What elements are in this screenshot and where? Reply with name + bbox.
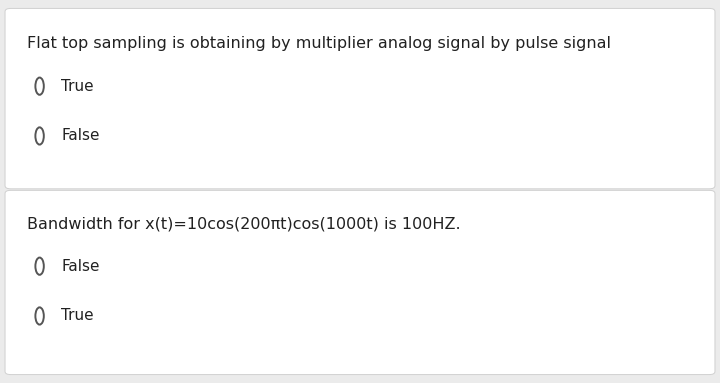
Text: True: True xyxy=(61,79,94,94)
Text: Flat top sampling is obtaining by multiplier analog signal by pulse signal: Flat top sampling is obtaining by multip… xyxy=(27,36,611,51)
FancyBboxPatch shape xyxy=(5,190,715,375)
Text: False: False xyxy=(61,259,99,274)
Text: Bandwidth for x(t)=10cos(200πt)cos(1000t) is 100HZ.: Bandwidth for x(t)=10cos(200πt)cos(1000t… xyxy=(27,216,461,231)
Text: True: True xyxy=(61,308,94,324)
Text: False: False xyxy=(61,128,99,144)
FancyBboxPatch shape xyxy=(5,8,715,189)
